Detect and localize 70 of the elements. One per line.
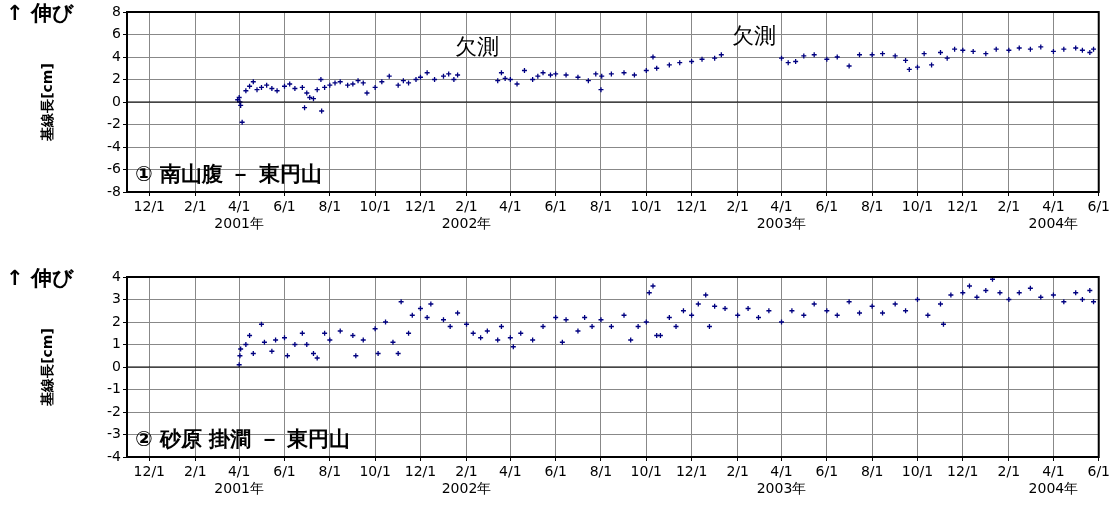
y-tick-label: 3 <box>112 290 121 307</box>
x-tick-label: 12/1 <box>947 198 979 215</box>
x-tick-label: 2/1 2002年 <box>441 198 492 231</box>
x-tick-label: 2/1 <box>997 198 1021 215</box>
x-tick-label: 8/1 <box>860 463 884 480</box>
x-tick-label: 12/1 <box>133 198 166 215</box>
x-tick-label: 12/1 <box>404 198 437 215</box>
x-tick-label: 4/1 2004年 <box>1028 198 1079 231</box>
x-tick-label: 4/1 2001年 <box>214 198 264 231</box>
y-tick-label: 4 <box>112 47 122 64</box>
y-tick-label: -8 <box>107 182 121 199</box>
x-tick-label: 8/1 <box>318 463 342 480</box>
y-tick-label: -1 <box>107 380 121 397</box>
x-tick-label: 10/1 <box>901 463 934 480</box>
annotation: 欠測 <box>731 22 776 48</box>
x-tick-label: 6/1 <box>544 198 567 215</box>
x-tick-label: 2/1 <box>997 463 1021 480</box>
x-tick-label: 4/1 <box>499 198 522 215</box>
x-tick-label: 4/1 <box>499 463 522 480</box>
x-tick-label: 10/1 <box>630 198 663 215</box>
x-tick-label: 2/1 <box>184 463 207 480</box>
y-tick-label: -4 <box>107 137 122 154</box>
annotation: 欠測 <box>454 33 499 59</box>
y-tick-label: 2 <box>112 312 121 329</box>
x-tick-label: 10/1 <box>630 463 663 480</box>
x-tick-label: 6/1 <box>544 463 567 480</box>
y-tick-label: 0 <box>112 92 121 109</box>
x-tick-label: 6/1 <box>1087 463 1110 480</box>
y-tick-label: -2 <box>107 115 121 132</box>
x-tick-label: 6/1 <box>815 198 839 215</box>
y-tick-label: -6 <box>107 160 122 177</box>
x-tick-label: 8/1 <box>589 463 613 480</box>
x-tick-label: 12/1 <box>675 198 708 215</box>
y-tick-label: 6 <box>112 25 122 42</box>
x-tick-label: 12/1 <box>947 463 979 480</box>
y-tick-label: -4 <box>107 447 122 464</box>
x-tick-label: 4/1 2004年 <box>1028 463 1079 496</box>
x-tick-label: 2/1 <box>726 463 749 480</box>
x-tick-label: 12/1 <box>404 463 437 480</box>
x-tick-label: 8/1 <box>589 198 613 215</box>
x-tick-label: 12/1 <box>133 463 166 480</box>
x-tick-label: 2/1 2002年 <box>441 463 492 496</box>
x-tick-label: 6/1 <box>815 463 839 480</box>
text: ① 南山腹 － 東円山 <box>135 161 322 186</box>
y-tick-label: 2 <box>112 70 121 87</box>
y-tick-label: 8 <box>112 2 121 19</box>
x-tick-label: 8/1 <box>860 198 884 215</box>
x-tick-label: 6/1 <box>1087 198 1110 215</box>
y-axis-title: 基線長[cm] <box>39 328 56 407</box>
x-tick-label: 10/1 <box>901 198 934 215</box>
x-tick-label: 6/1 <box>273 198 296 215</box>
y-tick-label: 0 <box>112 357 121 374</box>
y-tick-label: 1 <box>112 335 121 352</box>
x-tick-label: 12/1 <box>675 463 708 480</box>
text: ↑ 伸び <box>6 0 74 25</box>
x-tick-label: 2/1 <box>184 198 207 215</box>
x-tick-label: 4/1 2001年 <box>214 463 264 496</box>
x-tick-label: 2/1 <box>726 198 749 215</box>
text: ↑ 伸び <box>6 265 74 290</box>
text: ② 砂原 掛澗 － 東円山 <box>135 426 351 451</box>
x-tick-label: 4/1 2003年 <box>756 463 807 496</box>
x-tick-label: 10/1 <box>359 463 391 480</box>
y-tick-label: -2 <box>107 402 121 419</box>
x-tick-label: 10/1 <box>359 198 391 215</box>
y-tick-label: 4 <box>112 267 122 284</box>
y-tick-label: -3 <box>107 425 121 442</box>
x-tick-label: 6/1 <box>273 463 296 480</box>
x-tick-label: 4/1 2003年 <box>756 198 807 231</box>
x-tick-label: 8/1 <box>318 198 342 215</box>
y-axis-title: 基線長[cm] <box>39 63 56 142</box>
